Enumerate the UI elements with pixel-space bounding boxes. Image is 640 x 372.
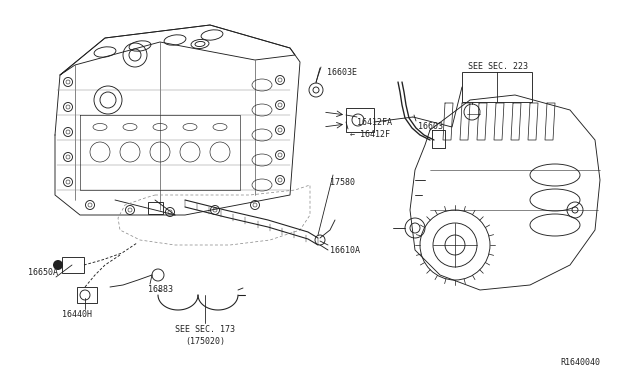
Text: R1640040: R1640040 <box>560 358 600 367</box>
Text: 16440H: 16440H <box>62 310 92 319</box>
Bar <box>346 108 374 132</box>
Text: 16412FA: 16412FA <box>357 118 392 127</box>
Text: SEE SEC. 223: SEE SEC. 223 <box>468 62 528 71</box>
Bar <box>62 257 84 273</box>
Text: SEE SEC. 173: SEE SEC. 173 <box>175 325 235 334</box>
Text: 16610A: 16610A <box>330 246 360 255</box>
Text: 16603E: 16603E <box>327 68 357 77</box>
Text: (175020): (175020) <box>185 337 225 346</box>
Bar <box>77 287 97 303</box>
Bar <box>462 72 532 102</box>
Text: 16603: 16603 <box>418 122 443 131</box>
Text: 17580: 17580 <box>330 178 355 187</box>
Circle shape <box>53 260 63 270</box>
Bar <box>148 202 163 214</box>
Text: 16650A: 16650A <box>28 268 58 277</box>
Text: ← 16412F: ← 16412F <box>350 130 390 139</box>
Text: 16883: 16883 <box>148 285 173 294</box>
